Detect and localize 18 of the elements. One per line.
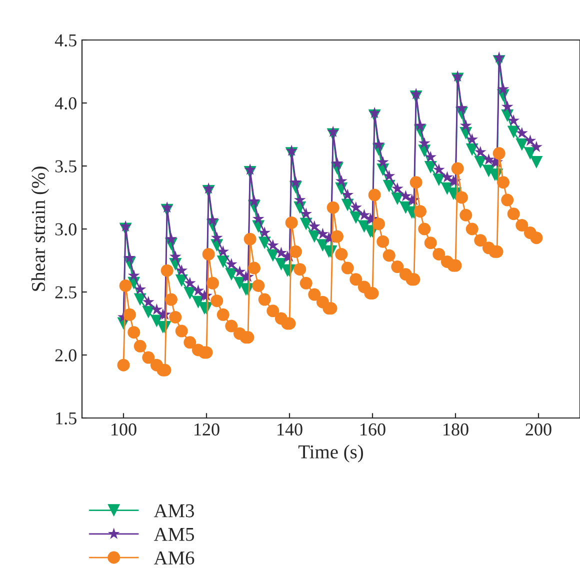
- x-tick-label: 200: [526, 423, 552, 436]
- y-axis-title: Shear strain (%): [31, 166, 50, 291]
- y-tick-label: 3.5: [55, 160, 76, 173]
- y-tick-label: 2.5: [55, 286, 76, 299]
- x-tick-label: 100: [112, 423, 136, 436]
- x-tick-label: 180: [444, 423, 468, 436]
- x-axis-title: Time (s): [298, 444, 364, 462]
- legend-label: AM6: [154, 551, 194, 565]
- x-tick-label: 140: [278, 423, 302, 436]
- legend-label: AM5: [154, 528, 194, 541]
- y-tick-label: 4.0: [54, 97, 76, 110]
- y-tick-label: 3.0: [55, 223, 76, 236]
- x-tick-label: 160: [360, 423, 386, 436]
- y-tick-label: 1.5: [56, 412, 76, 425]
- x-tick-label: 120: [194, 423, 220, 436]
- y-tick-label: 2.0: [55, 349, 76, 362]
- legend-label: AM3: [154, 504, 194, 518]
- y-tick-label: 4.5: [54, 34, 76, 47]
